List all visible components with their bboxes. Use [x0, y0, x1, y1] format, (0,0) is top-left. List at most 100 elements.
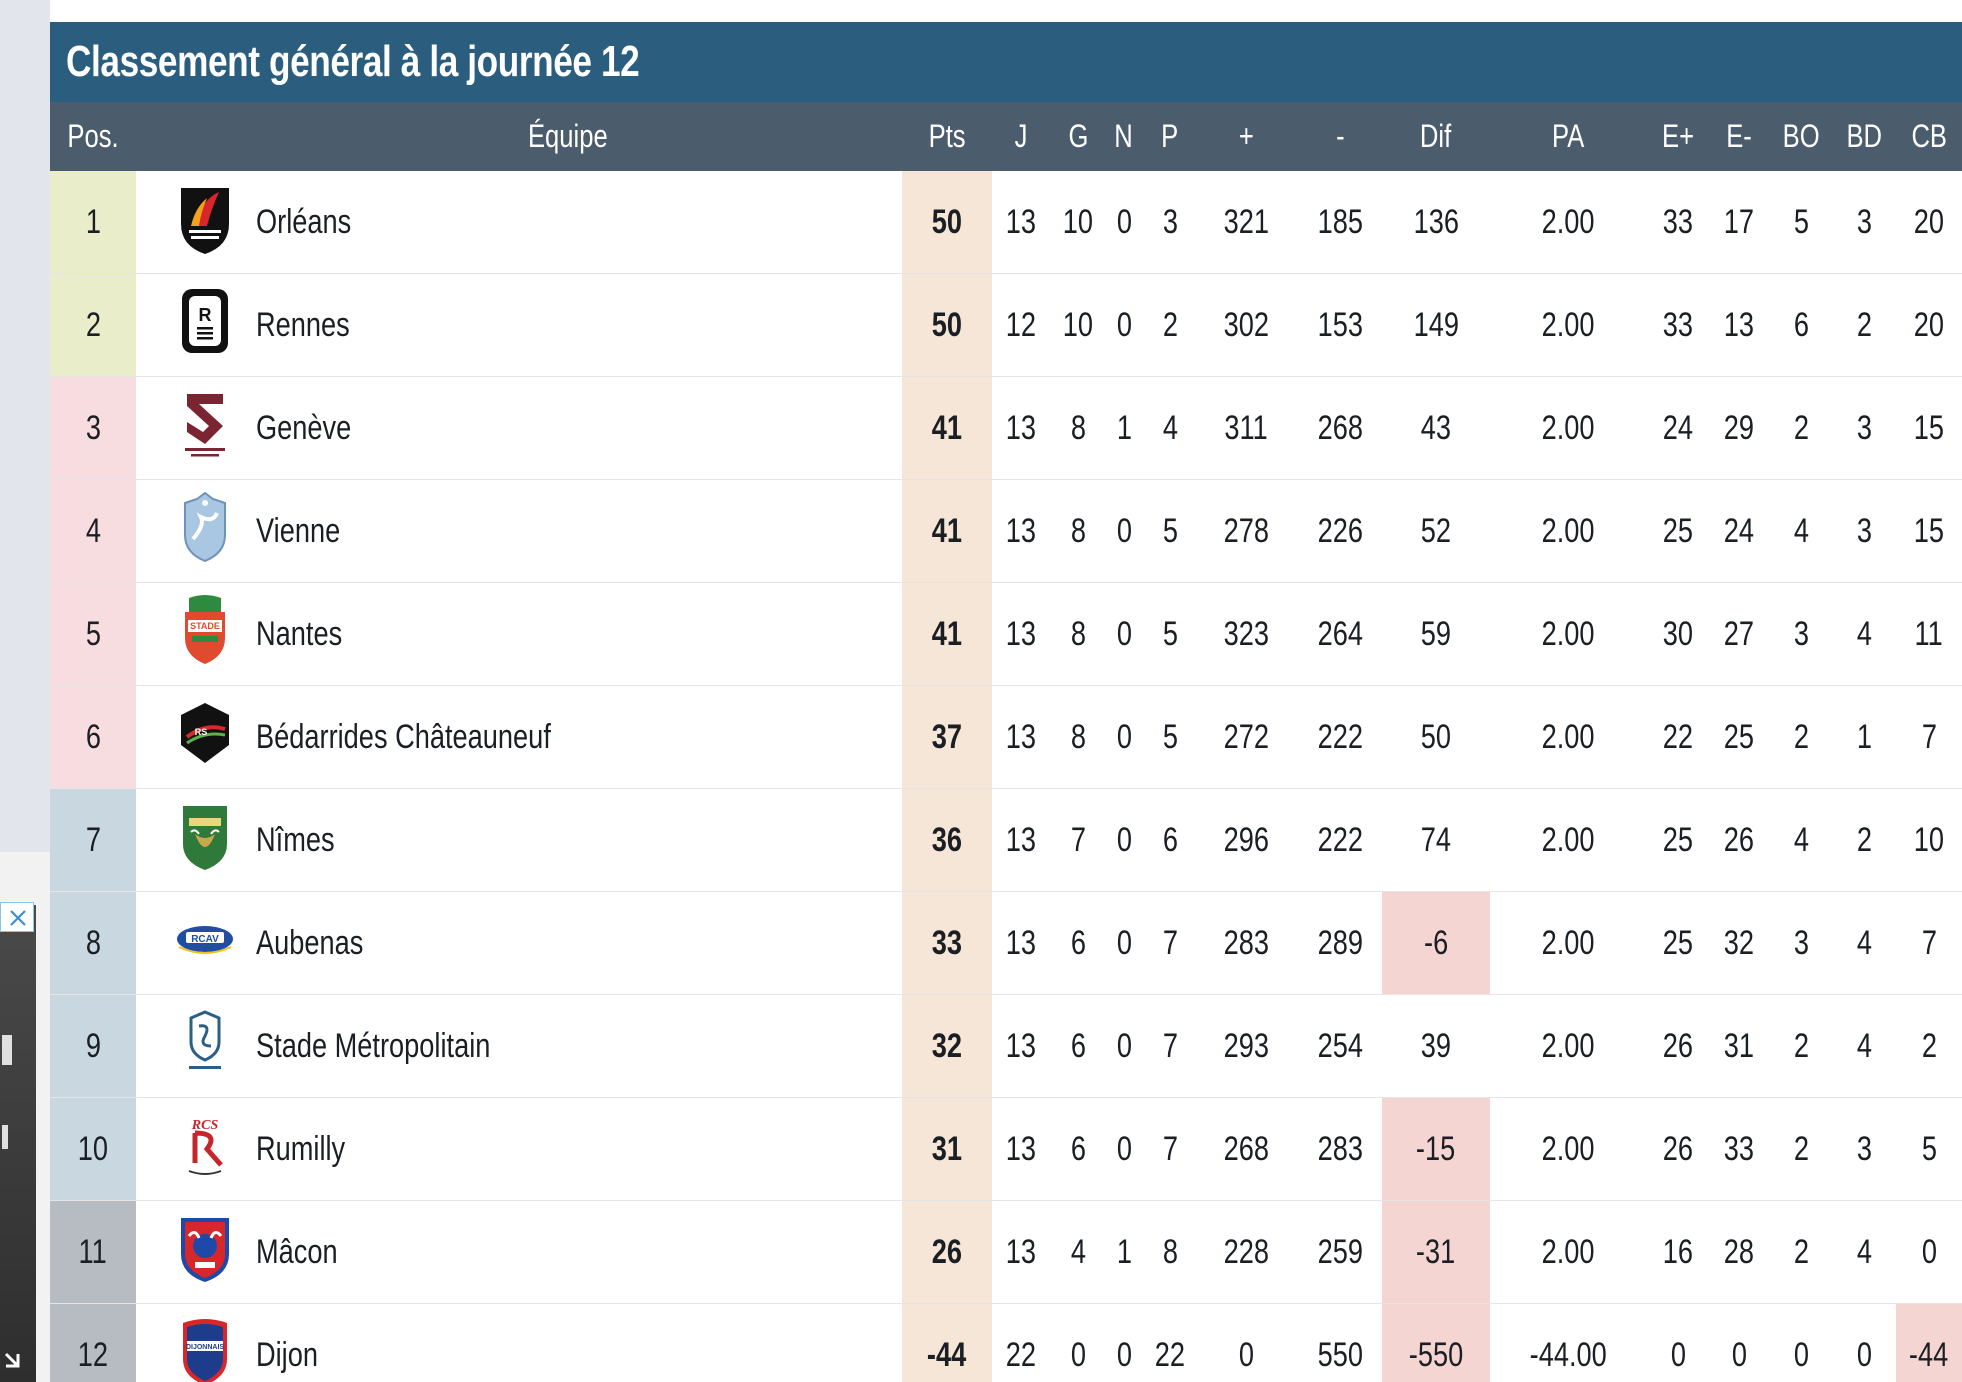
table-row[interactable]: 5 STADE Nantes 41 13 8 0 5 323 264 59 2.…	[50, 583, 1962, 686]
header-pa[interactable]: PA	[1551, 118, 1585, 154]
played-cell: 13	[1005, 820, 1037, 859]
table-row[interactable]: 1 Orléans 50 13 10 0 3 321 185 136 2.00 …	[50, 171, 1962, 274]
pa-cell: 2.00	[1541, 202, 1595, 241]
svg-text:DIJONNAIS: DIJONNAIS	[186, 1344, 224, 1351]
position-cell: 4	[50, 480, 136, 582]
cb-cell: 20	[1913, 202, 1945, 241]
points-cell: 41	[902, 480, 992, 582]
defensive-bonus-cell: 0	[1856, 1335, 1872, 1374]
table-row[interactable]: 12 DIJONNAIS Dijon -44 22 0 0 22 0 550 -…	[50, 1304, 1962, 1382]
tries-for-cell: 25	[1662, 820, 1694, 859]
header-plus[interactable]: +	[1238, 118, 1254, 154]
points-for-cell: 283	[1223, 923, 1269, 962]
pa-cell: 2.00	[1541, 511, 1595, 550]
svg-text:RCAV: RCAV	[191, 934, 219, 945]
table-row[interactable]: 6 RS Bédarrides Châteauneuf 37 13 8 0 5 …	[50, 686, 1962, 789]
table-row[interactable]: 2 R Rennes 50 12 10 0 2 302 153 149 2.00…	[50, 274, 1962, 377]
team-name[interactable]: Stade Métropolitain	[256, 1026, 491, 1065]
offensive-bonus-cell: 3	[1793, 923, 1809, 962]
points-cell: 33	[902, 892, 992, 994]
pa-cell: 2.00	[1541, 408, 1595, 447]
arrow-icon[interactable]	[2, 1350, 24, 1378]
team-name[interactable]: Aubenas	[256, 923, 364, 962]
header-cb[interactable]: CB	[1911, 118, 1947, 154]
table-row[interactable]: 10 RCS Rumilly 31 13 6 0 7 268 283 -15 2…	[50, 1098, 1962, 1201]
played-cell: 13	[1005, 923, 1037, 962]
team-name[interactable]: Vienne	[256, 511, 341, 550]
header-dif[interactable]: Dif	[1420, 118, 1452, 154]
tries-against-cell: 17	[1723, 202, 1755, 241]
drawn-cell: 0	[1116, 1129, 1132, 1168]
rennes-logo: R	[175, 283, 235, 368]
points-for-cell: 268	[1223, 1129, 1269, 1168]
defensive-bonus-cell: 3	[1856, 511, 1872, 550]
defensive-bonus-cell: 3	[1856, 1129, 1872, 1168]
team-name[interactable]: Dijon	[256, 1335, 318, 1374]
pa-cell: 2.00	[1541, 305, 1595, 344]
won-cell: 8	[1070, 408, 1086, 447]
points-against-cell: 222	[1317, 820, 1363, 859]
pa-cell: 2.00	[1541, 1129, 1595, 1168]
header-minus[interactable]: -	[1335, 118, 1345, 154]
difference-cell: -550	[1382, 1304, 1490, 1382]
difference-cell: -15	[1382, 1098, 1490, 1200]
stade-metropolitain-logo	[175, 1004, 235, 1089]
header-j[interactable]: J	[1014, 118, 1028, 154]
table-row[interactable]: 11 Mâcon 26 13 4 1 8 228 259 -31 2.00 16…	[50, 1201, 1962, 1304]
header-pts[interactable]: Pts	[928, 118, 966, 154]
standings-panel: Classement général à la journée 12 Pos. …	[50, 22, 1962, 1382]
tries-for-cell: 25	[1662, 511, 1694, 550]
team-name[interactable]: Nantes	[256, 614, 343, 653]
team-name[interactable]: Nîmes	[256, 820, 335, 859]
offensive-bonus-cell: 4	[1793, 511, 1809, 550]
table-row[interactable]: 4 Vienne 41 13 8 0 5 278 226 52 2.00 25 …	[50, 480, 1962, 583]
pa-cell: 2.00	[1541, 614, 1595, 653]
header-g[interactable]: G	[1068, 118, 1088, 154]
vienne-logo	[175, 489, 235, 574]
header-p[interactable]: P	[1161, 118, 1179, 154]
header-eplus[interactable]: E+	[1661, 118, 1695, 154]
team-logo-cell	[136, 171, 274, 273]
points-for-cell: 278	[1223, 511, 1269, 550]
ad-glyph	[2, 1035, 12, 1065]
team-name[interactable]: Rumilly	[256, 1129, 346, 1168]
ad-close-button[interactable]	[0, 902, 34, 932]
tries-for-cell: 25	[1662, 923, 1694, 962]
header-n[interactable]: N	[1114, 118, 1134, 154]
team-name[interactable]: Orléans	[256, 202, 352, 241]
points-cell: 50	[902, 274, 992, 376]
team-name[interactable]: Genève	[256, 408, 352, 447]
tries-against-cell: 28	[1723, 1232, 1755, 1271]
header-eminus[interactable]: E-	[1726, 118, 1752, 154]
svg-text:RCS: RCS	[191, 1118, 219, 1133]
header-bo[interactable]: BO	[1782, 118, 1820, 154]
table-row[interactable]: 9 Stade Métropolitain 32 13 6 0 7 293 25…	[50, 995, 1962, 1098]
pa-cell: 2.00	[1541, 1026, 1595, 1065]
team-name[interactable]: Rennes	[256, 305, 350, 344]
team-name[interactable]: Bédarrides Châteauneuf	[256, 717, 551, 756]
tries-against-cell: 0	[1731, 1335, 1747, 1374]
offensive-bonus-cell: 5	[1793, 202, 1809, 241]
defensive-bonus-cell: 1	[1856, 717, 1872, 756]
difference-cell: 52	[1420, 511, 1452, 550]
points-cell: 36	[902, 789, 992, 891]
orleans-logo	[175, 180, 235, 265]
cb-cell: 0	[1921, 1232, 1937, 1271]
pa-cell: 2.00	[1541, 1232, 1595, 1271]
lost-cell: 7	[1162, 1129, 1178, 1168]
header-team[interactable]: Équipe	[528, 118, 608, 154]
title-bar: Classement général à la journée 12	[50, 22, 1962, 102]
header-bd[interactable]: BD	[1846, 118, 1882, 154]
table-row[interactable]: 7 Nîmes 36 13 7 0 6 296 222 74 2.00 25 2…	[50, 789, 1962, 892]
team-name[interactable]: Mâcon	[256, 1232, 338, 1271]
table-row[interactable]: 3 Genève 41 13 8 1 4 311 268 43 2.00 24 …	[50, 377, 1962, 480]
drawn-cell: 0	[1116, 1335, 1132, 1374]
tries-against-cell: 27	[1723, 614, 1755, 653]
header-pos[interactable]: Pos.	[67, 118, 119, 154]
tries-for-cell: 22	[1662, 717, 1694, 756]
points-cell: 37	[902, 686, 992, 788]
team-logo-cell: RCAV	[136, 892, 274, 994]
table-row[interactable]: 8 RCAV Aubenas 33 13 6 0 7 283 289 -6 2.…	[50, 892, 1962, 995]
offensive-bonus-cell: 3	[1793, 614, 1809, 653]
points-against-cell: 259	[1317, 1232, 1363, 1271]
